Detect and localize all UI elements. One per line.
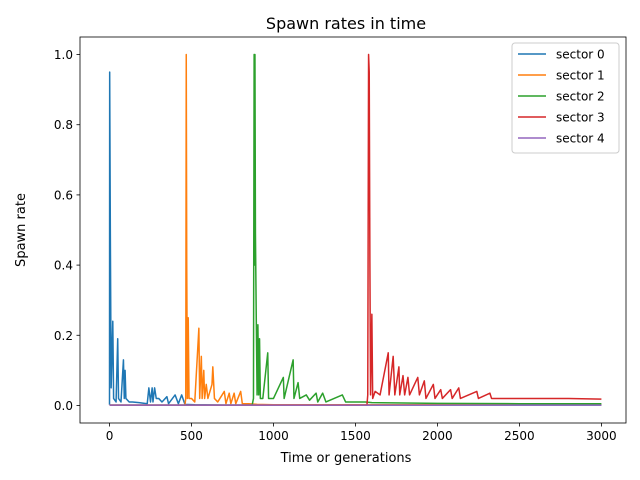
- legend-label-3: sector 3: [556, 111, 605, 125]
- legend-box: [511, 42, 620, 154]
- y-tick-label: 0.2: [54, 329, 73, 343]
- x-tick-label: 1500: [340, 429, 371, 443]
- y-tick-label: 0.4: [54, 259, 73, 273]
- y-axis-label: Spawn rate: [14, 193, 29, 267]
- x-tick-label: 2500: [504, 429, 535, 443]
- legend: sector 0 sector 1 sector 2 sector 3 sector 4: [511, 42, 620, 154]
- x-axis-label: Time or generations: [280, 451, 412, 466]
- legend-label-0: sector 0: [556, 48, 605, 62]
- x-tick-label: 0: [106, 429, 114, 443]
- chart-title: Spawn rates in time: [266, 14, 426, 33]
- axes-frame: [79, 36, 627, 424]
- y-tick-label: 0.0: [54, 399, 73, 413]
- series-line-0: [108, 71, 602, 406]
- series-line-1: [109, 53, 602, 406]
- legend-label-1: sector 1: [556, 69, 605, 83]
- axes: 0 500 1000 1500 2000 2500 3000 0.0 0.2 0.4 0.6 0.8 1…: [54, 36, 627, 443]
- x-tick-label: 1000: [258, 429, 289, 443]
- x-tick-label: 2000: [422, 429, 453, 443]
- series-line-3: [109, 53, 602, 406]
- series-line-2: [109, 53, 602, 406]
- y-tick-label: 0.6: [54, 188, 73, 202]
- x-tick-label: 500: [180, 429, 203, 443]
- x-tick-label: 3000: [586, 429, 617, 443]
- y-tick-label: 1.0: [54, 48, 73, 62]
- y-tick-label: 0.8: [54, 118, 73, 132]
- plot-area: [108, 53, 602, 406]
- legend-label-4: sector 4: [556, 132, 605, 146]
- legend-label-2: sector 2: [556, 90, 605, 104]
